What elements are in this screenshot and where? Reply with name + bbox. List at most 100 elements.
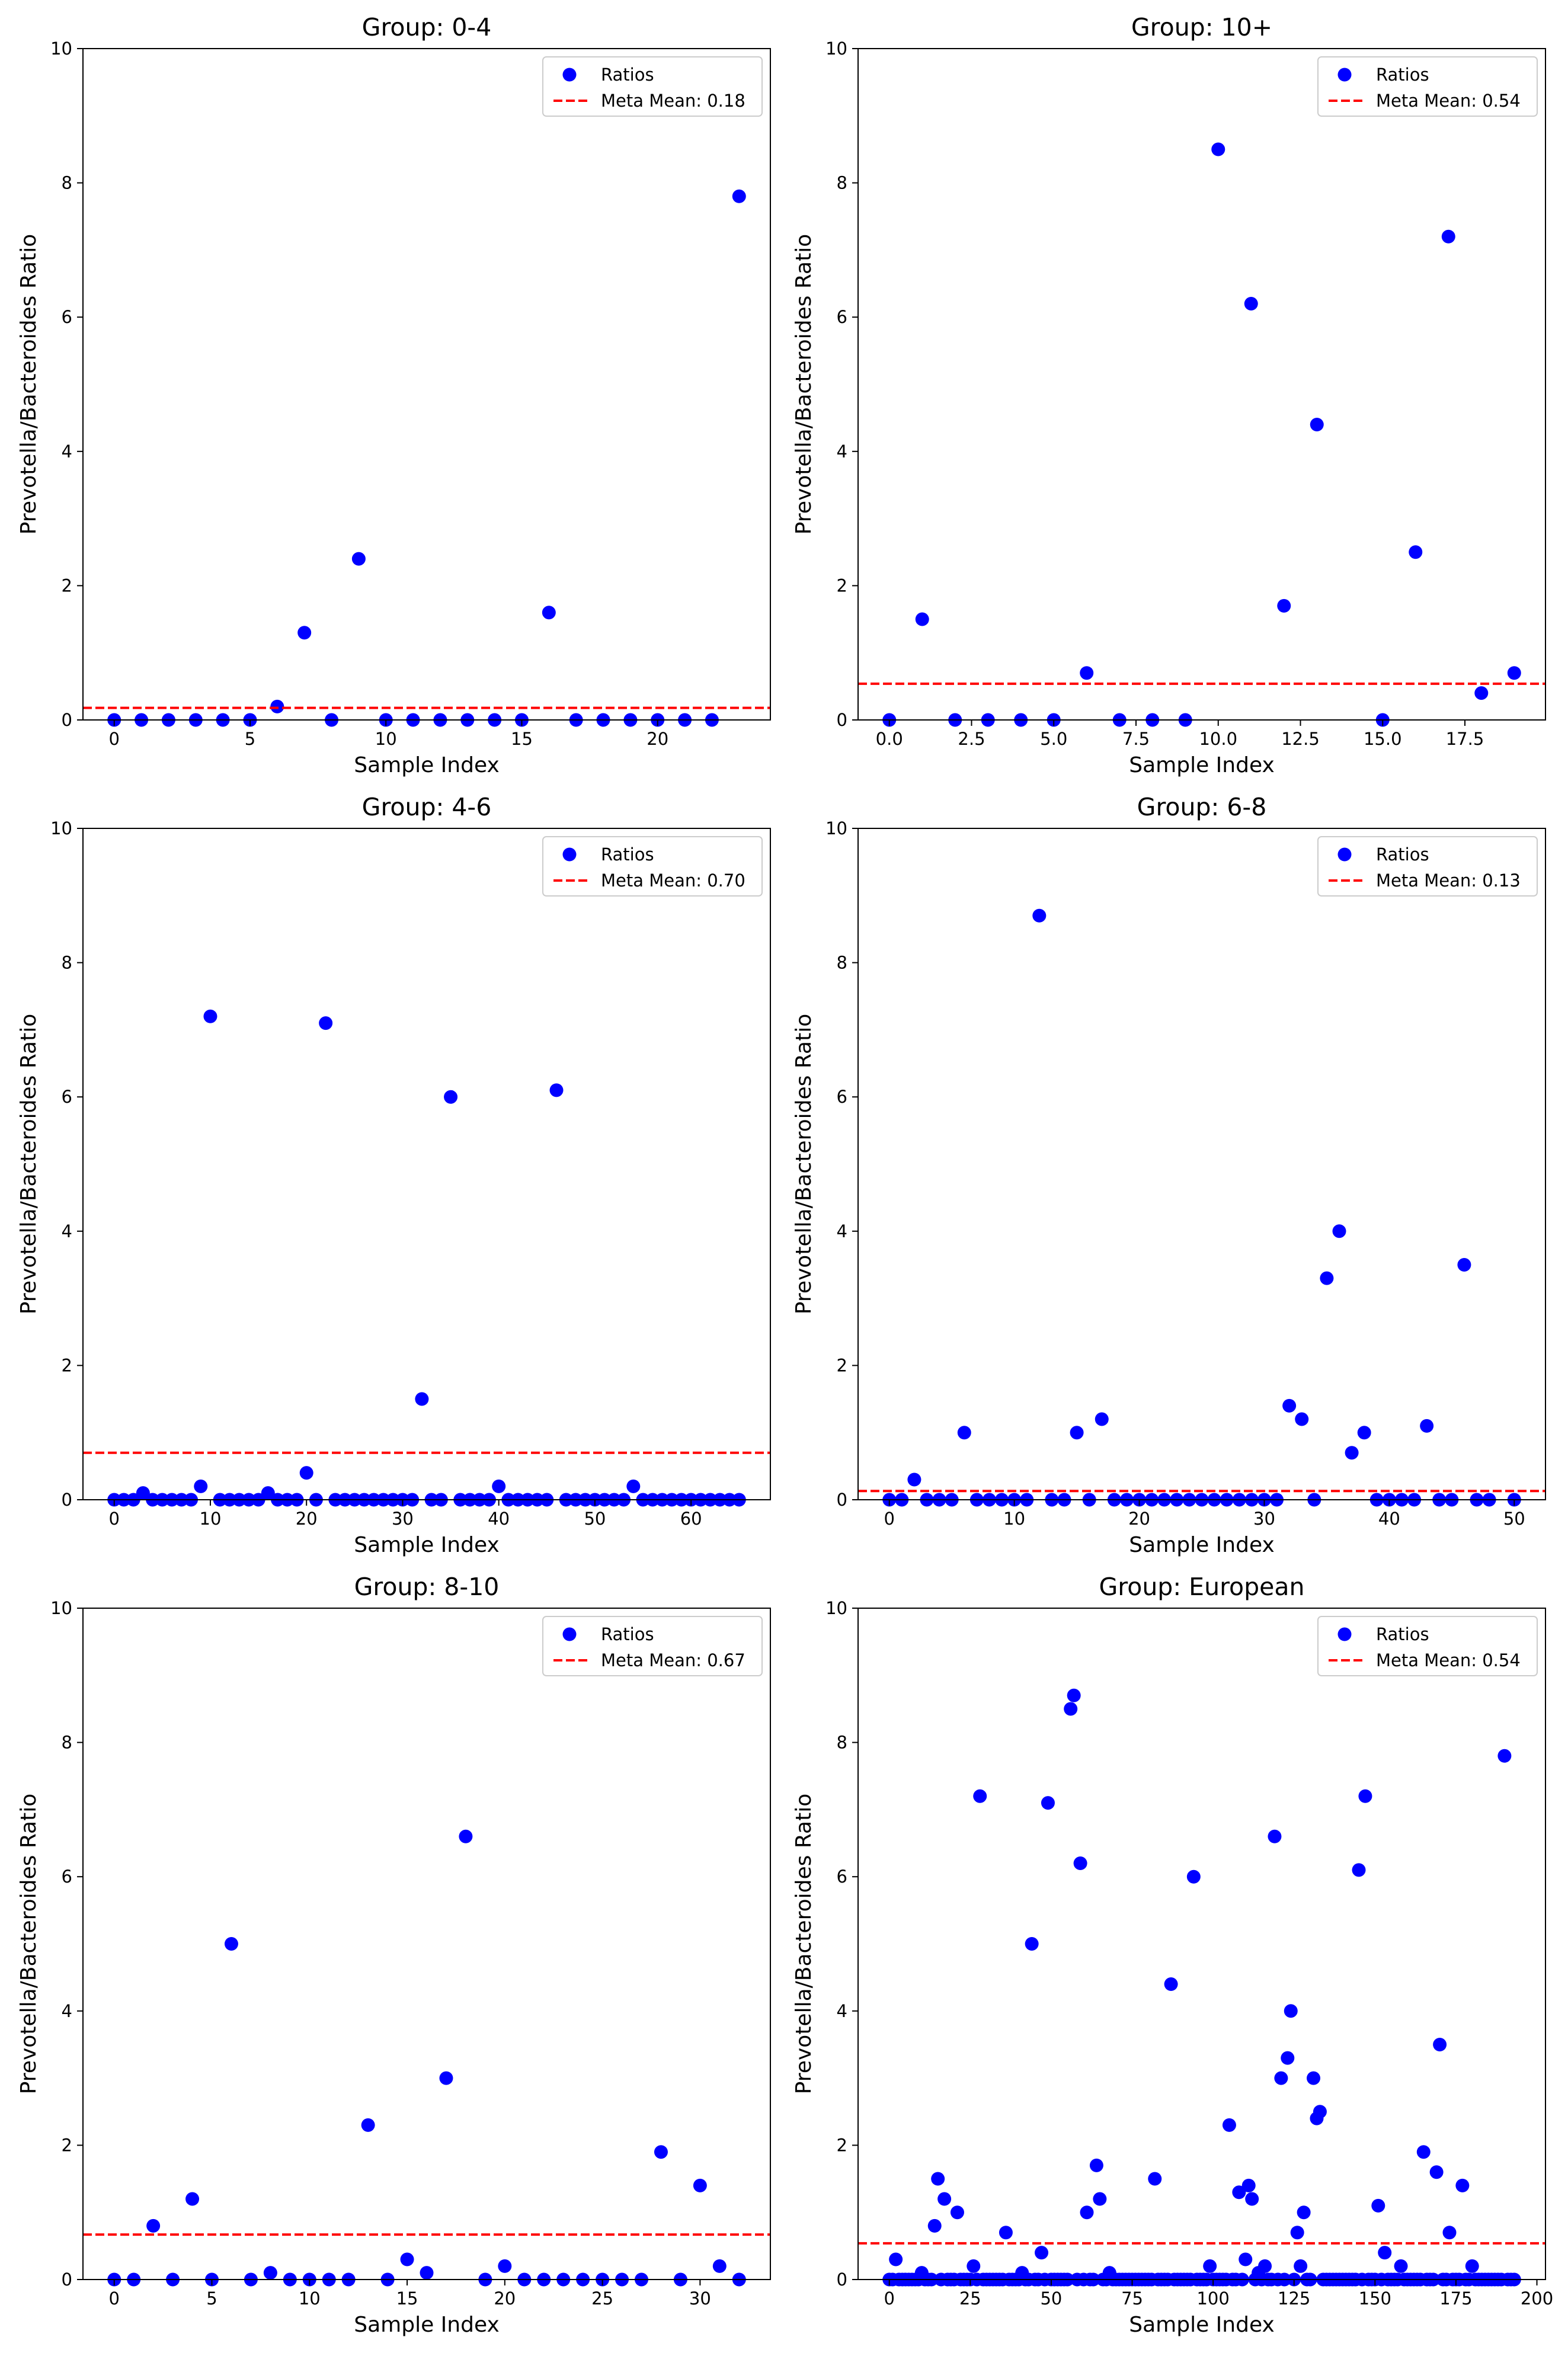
- x-axis-label: Sample Index: [1129, 2313, 1275, 2337]
- legend: Ratios Meta Mean: 0.18: [542, 56, 763, 117]
- x-tick-label: 5: [245, 729, 255, 749]
- data-point: [931, 2172, 945, 2186]
- data-point: [1241, 2178, 1256, 2192]
- subplot-title: Group: 0-4: [362, 13, 492, 41]
- data-point: [1297, 2205, 1311, 2220]
- data-point: [400, 2252, 414, 2266]
- data-point: [459, 1829, 473, 1843]
- subplot-2: Group: 10+ 0.0 2.5 5.0 7.5 10.0 12.5 15.0 17.5 0 2…: [792, 13, 1546, 777]
- x-tick-label: 175: [1439, 2288, 1472, 2309]
- data-point: [712, 2259, 727, 2273]
- x-tick-label: 30: [1253, 1509, 1275, 1529]
- data-point: [498, 2259, 512, 2273]
- data-point: [1203, 2259, 1217, 2273]
- data-point: [1245, 2192, 1259, 2206]
- x-tick-label: 40: [1378, 1509, 1400, 1529]
- legend-point-marker: [562, 68, 577, 82]
- y-tick-label: 0: [62, 710, 72, 730]
- data-point: [950, 2205, 964, 2220]
- data-point: [1102, 2266, 1116, 2280]
- y-tick-label: 8: [837, 173, 847, 193]
- x-tick-label: 50: [1040, 2288, 1062, 2309]
- data-point: [1222, 2118, 1236, 2132]
- data-point: [1290, 2226, 1304, 2240]
- x-tick-label: 10: [200, 1509, 222, 1529]
- x-tick-label: 10: [299, 2288, 321, 2309]
- legend-box: [542, 56, 763, 117]
- y-tick-label: 0: [62, 2269, 72, 2290]
- legend: Ratios Meta Mean: 0.67: [542, 1616, 763, 1676]
- data-point: [263, 2266, 277, 2280]
- data-point: [927, 2218, 942, 2233]
- data-point: [1358, 1789, 1372, 1803]
- y-tick-label: 0: [837, 2269, 847, 2290]
- data-point: [136, 1486, 150, 1500]
- legend-label-ratios: Ratios: [1376, 844, 1429, 865]
- x-tick-label: 20: [494, 2288, 516, 2309]
- y-tick-label: 4: [837, 441, 847, 462]
- x-tick-label: 15.0: [1364, 729, 1402, 749]
- data-point: [1371, 2198, 1385, 2213]
- y-tick-label: 6: [62, 307, 72, 327]
- data-point: [146, 2218, 161, 2233]
- legend-label-ratios: Ratios: [1376, 65, 1429, 85]
- data-point: [1465, 2259, 1479, 2273]
- y-tick-label: 10: [50, 1598, 72, 1618]
- legend-point-marker: [1337, 847, 1352, 862]
- data-point: [1313, 2105, 1327, 2119]
- legend-point-marker: [562, 847, 577, 862]
- data-point: [1352, 1863, 1366, 1877]
- data-point: [439, 2071, 453, 2085]
- subplot-title: Group: 10+: [1131, 13, 1272, 41]
- legend-label-ratios: Ratios: [601, 1624, 654, 1644]
- x-tick-label: 20: [1128, 1509, 1150, 1529]
- x-tick-label: 50: [584, 1509, 606, 1529]
- legend-label-ratios: Ratios: [1376, 1624, 1429, 1644]
- data-point: [914, 2266, 929, 2280]
- data-point: [1186, 1869, 1201, 1884]
- legend-label-ratios: Ratios: [601, 844, 654, 865]
- y-axis-label: Prevotella/Bacteroides Ratio: [792, 234, 816, 535]
- data-point: [1474, 686, 1489, 700]
- data-point: [1442, 2226, 1457, 2240]
- data-point: [1320, 1271, 1334, 1285]
- y-tick-label: 2: [837, 2135, 847, 2155]
- x-tick-label: 0: [109, 729, 120, 749]
- data-point: [1239, 2252, 1253, 2266]
- x-tick-label: 30: [689, 2288, 711, 2309]
- y-tick-label: 4: [837, 1221, 847, 1241]
- legend-point-marker: [562, 1627, 577, 1641]
- x-tick-label: 15: [396, 2288, 418, 2309]
- legend-label-meta-mean: Meta Mean: 0.54: [1376, 1650, 1521, 1670]
- data-point: [1378, 2246, 1392, 2260]
- data-point: [1258, 2259, 1272, 2273]
- data-point: [261, 1486, 275, 1500]
- data-point: [270, 699, 284, 713]
- y-tick-label: 2: [62, 1355, 72, 1375]
- x-tick-label: 20: [647, 729, 668, 749]
- data-point: [626, 1479, 641, 1493]
- data-point: [1416, 2145, 1431, 2159]
- y-tick-label: 10: [50, 818, 72, 838]
- x-tick-label: 0.0: [876, 729, 903, 749]
- legend-label-meta-mean: Meta Mean: 0.54: [1376, 91, 1521, 111]
- x-axis-label: Sample Index: [354, 753, 500, 777]
- data-point: [492, 1479, 506, 1493]
- x-tick-label: 40: [488, 1509, 510, 1529]
- subplot-3: Group: 4-6 0 10 20 30 40 50 60 0 2 4 6 8 10 Sample Ind…: [17, 793, 771, 1557]
- x-tick-label: 60: [680, 1509, 702, 1529]
- data-point: [1507, 666, 1521, 680]
- data-point: [1268, 1829, 1282, 1843]
- legend-label-ratios: Ratios: [601, 65, 654, 85]
- data-point: [654, 2145, 668, 2159]
- x-tick-label: 2.5: [958, 729, 985, 749]
- y-tick-label: 0: [62, 1490, 72, 1510]
- data-point: [1232, 2185, 1246, 2200]
- x-tick-label: 5.0: [1040, 729, 1067, 749]
- data-point: [1455, 2178, 1470, 2192]
- data-point: [542, 606, 556, 620]
- y-tick-label: 10: [825, 818, 847, 838]
- y-axis-label: Prevotella/Bacteroides Ratio: [792, 1014, 816, 1315]
- data-point: [1332, 1224, 1346, 1238]
